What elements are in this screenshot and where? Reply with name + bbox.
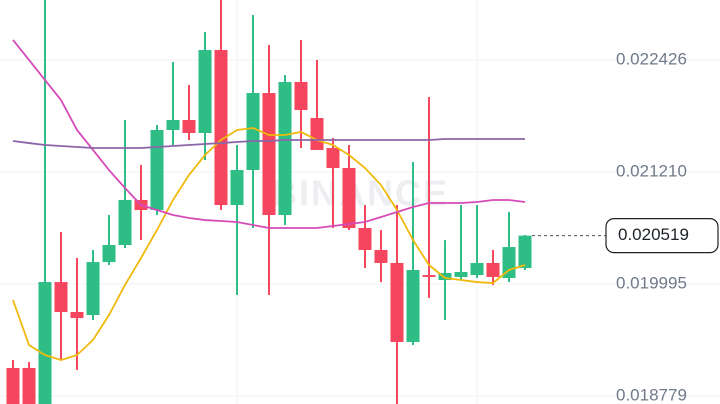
y-tick-label: 0.022426 bbox=[616, 49, 687, 68]
candle-body bbox=[198, 50, 212, 134]
moving-average-line bbox=[12, 39, 526, 229]
candle-body bbox=[502, 247, 516, 278]
candle-body bbox=[342, 168, 356, 228]
candle-body bbox=[406, 269, 420, 343]
current-price-label: 0.020519 bbox=[618, 225, 689, 244]
candle-body bbox=[310, 117, 324, 150]
candle-body bbox=[278, 81, 292, 215]
candle-body bbox=[182, 120, 196, 134]
candle-body bbox=[294, 81, 308, 110]
candle-body bbox=[486, 262, 500, 277]
candle-body bbox=[118, 199, 132, 246]
candle-body bbox=[22, 367, 36, 404]
y-tick-label: 0.021210 bbox=[616, 161, 687, 180]
candle-body bbox=[38, 282, 52, 404]
candle-body bbox=[518, 235, 532, 269]
candle-body bbox=[166, 120, 180, 130]
candle-body bbox=[246, 93, 260, 171]
candle-body bbox=[230, 170, 244, 206]
moving-average-line bbox=[12, 127, 526, 362]
candle-body bbox=[358, 227, 372, 250]
y-tick-label: 0.018779 bbox=[616, 385, 687, 404]
moving-average-line bbox=[12, 138, 525, 149]
candle-body bbox=[54, 282, 68, 312]
candle-body bbox=[214, 50, 228, 206]
candle-body bbox=[422, 275, 436, 277]
candle-body bbox=[374, 249, 388, 263]
candle-body bbox=[70, 311, 84, 319]
candle-body bbox=[438, 273, 452, 281]
current-price-box bbox=[605, 218, 719, 254]
candle-body bbox=[150, 129, 164, 211]
candle-body bbox=[262, 93, 276, 215]
y-tick-label: 0.019995 bbox=[616, 273, 687, 292]
candle-body bbox=[102, 245, 116, 263]
candle-body bbox=[390, 262, 404, 343]
candle-body bbox=[326, 148, 340, 169]
candle-body bbox=[470, 262, 484, 276]
watermark: BINANCE bbox=[271, 173, 449, 214]
candle-body bbox=[454, 272, 468, 277]
candle-body bbox=[6, 367, 20, 404]
candle-body bbox=[86, 262, 100, 316]
